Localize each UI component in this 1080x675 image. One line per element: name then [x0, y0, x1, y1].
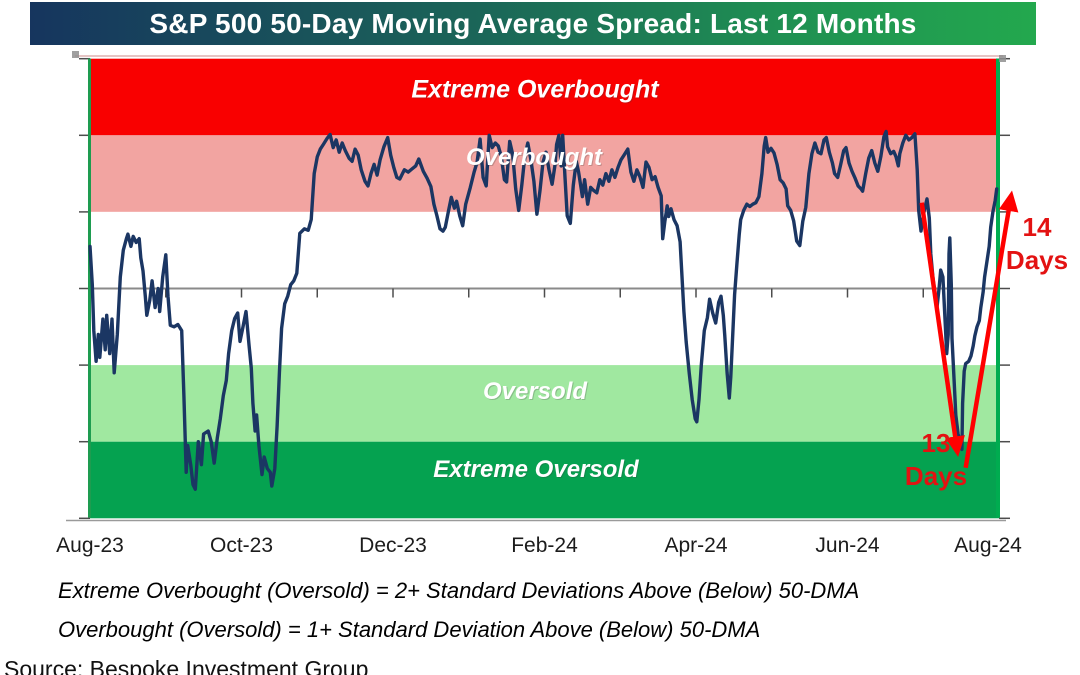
annotation-13-days-value: 13 [921, 428, 951, 458]
spread-line [88, 129, 999, 491]
band-label-overbought: Overbought [466, 144, 602, 171]
band-extreme_overbought [90, 58, 999, 136]
rally-14-days-arrow [963, 190, 1019, 469]
x-axis-label-apr-24: Apr-24 [664, 534, 728, 557]
x-axis-label-oct-23: Oct-23 [209, 534, 274, 557]
x-axis-label-jun-24: Jun-24 [815, 534, 880, 557]
annotation-13-days: 13 Days [886, 427, 986, 493]
x-axis-label-dec-23: Dec-23 [359, 534, 427, 557]
band-label-extreme-oversold: Extreme Oversold [433, 456, 639, 483]
band-extreme_oversold [90, 441, 999, 519]
band-label-oversold: Oversold [482, 378, 588, 405]
annotation-13-days-unit: Days [904, 461, 968, 491]
selection-handle-left [72, 51, 79, 58]
footnote-definition: Overbought (Oversold) = 1+ Standard Devi… [58, 617, 761, 642]
footnote-extreme-definition: Extreme Overbought (Oversold) = 2+ Stand… [58, 578, 860, 603]
selection-handle-right [999, 55, 1006, 62]
annotation-14-days-unit: Days [1005, 245, 1069, 275]
x-axis-label-feb-24: Feb-24 [511, 534, 578, 557]
drop-13-days-arrow [919, 202, 965, 458]
x-axis-label-aug-23: Aug-23 [56, 534, 124, 557]
band-oversold [90, 365, 999, 442]
annotation-14-days: 14 Days [987, 211, 1080, 277]
x-axis-label-aug-24: Aug-24 [954, 534, 1022, 557]
title-bar: S&P 500 50-Day Moving Average Spread: La… [30, 2, 1036, 45]
page-title: S&P 500 50-Day Moving Average Spread: La… [149, 8, 917, 39]
annotation-14-days-value: 14 [1022, 212, 1052, 242]
source-credit: Source: Bespoke Investment Group [4, 656, 369, 675]
band-label-extreme-overbought: Extreme Overbought [411, 75, 659, 104]
